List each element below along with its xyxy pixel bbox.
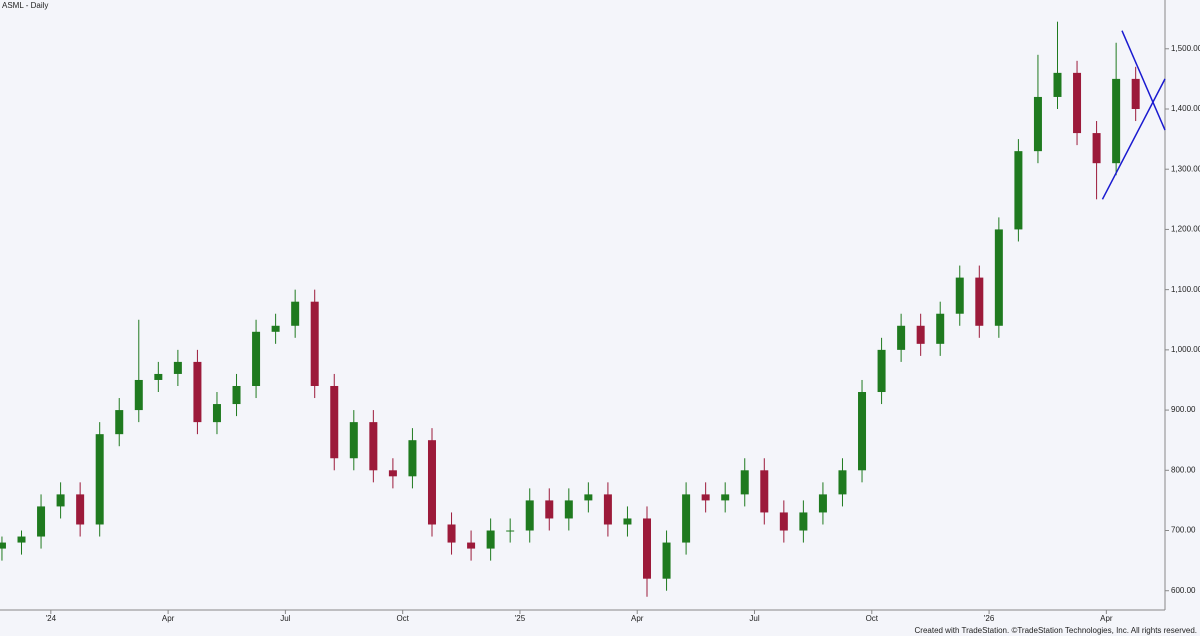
candle-body xyxy=(271,325,280,332)
x-tick-label: Jul xyxy=(749,614,759,623)
x-tick-label: Apr xyxy=(162,614,175,623)
candle-body xyxy=(779,512,788,531)
x-tick-label: Apr xyxy=(631,614,644,623)
candle-body xyxy=(76,494,85,525)
y-tick-label: 1,300.00 xyxy=(1171,164,1200,173)
candle-body xyxy=(740,470,749,495)
candle-body xyxy=(486,530,495,549)
y-tick-label: 1,200.00 xyxy=(1171,225,1200,234)
candle-body xyxy=(701,494,710,501)
candle-body xyxy=(212,404,221,423)
candle-body xyxy=(643,518,652,579)
trendline xyxy=(1121,30,1166,131)
candle-body xyxy=(936,313,945,344)
candle-body xyxy=(858,392,867,471)
y-tick-label: 700.00 xyxy=(1171,526,1196,535)
candle-body xyxy=(1033,96,1042,152)
candle-body xyxy=(1092,133,1101,164)
chart-title: ASML - Daily xyxy=(2,1,48,10)
candle-body xyxy=(310,301,319,386)
candle-body xyxy=(349,422,358,459)
candle-body xyxy=(603,494,612,525)
candle-body xyxy=(994,229,1003,326)
candle-body xyxy=(252,331,261,386)
footer: Created with TradeStation. ©TradeStation… xyxy=(915,626,1198,635)
candle-body xyxy=(1112,78,1121,164)
x-tick-label: Oct xyxy=(866,614,879,623)
candle-body xyxy=(56,494,65,507)
candle-body xyxy=(799,512,808,531)
candle-body xyxy=(447,524,456,543)
x-tick-label: Jul xyxy=(280,614,290,623)
candle-body xyxy=(0,542,6,549)
candle-body xyxy=(173,361,182,374)
candle-body xyxy=(291,301,300,326)
candle-body xyxy=(193,361,202,423)
candle-body xyxy=(721,494,730,501)
candle-body xyxy=(662,542,671,579)
candle-body xyxy=(916,325,925,344)
candle-body xyxy=(134,379,143,411)
x-tick-label: Oct xyxy=(396,614,409,623)
x-tick-label: '26 xyxy=(984,614,995,623)
candle-body xyxy=(975,277,984,326)
candle-body xyxy=(369,422,378,471)
candle-body xyxy=(1131,78,1140,109)
candle-body xyxy=(330,385,339,459)
candle-body xyxy=(388,470,397,477)
candle-body xyxy=(584,494,593,501)
candle-body xyxy=(838,470,847,495)
candle-body xyxy=(1073,72,1082,134)
candle-body xyxy=(525,500,534,531)
candle-body xyxy=(897,325,906,350)
y-tick-label: 600.00 xyxy=(1171,586,1196,595)
y-tick-label: 1,500.00 xyxy=(1171,44,1200,53)
candle-body xyxy=(1014,151,1023,230)
candle-body xyxy=(955,277,964,314)
candle-body xyxy=(623,518,632,525)
y-tick-label: 1,400.00 xyxy=(1171,104,1200,113)
x-tick-label: '25 xyxy=(515,614,526,623)
candle-body xyxy=(115,410,124,435)
candle-body xyxy=(506,530,515,532)
x-tick-label: '24 xyxy=(46,614,57,623)
trendline xyxy=(1101,78,1166,200)
candle-body xyxy=(408,440,417,477)
candle-body xyxy=(95,434,104,525)
y-tick-label: 800.00 xyxy=(1171,465,1196,474)
x-tick-label: Apr xyxy=(1100,614,1113,623)
candle-body xyxy=(760,470,769,513)
candle-body xyxy=(467,542,476,549)
candle-body xyxy=(818,494,827,513)
y-tick-label: 1,000.00 xyxy=(1171,345,1200,354)
candle-body xyxy=(682,494,691,543)
candle-body xyxy=(545,500,554,519)
candle-body xyxy=(427,440,436,525)
candle-body xyxy=(37,506,46,537)
candle-body xyxy=(564,500,573,519)
candle-body xyxy=(877,349,886,393)
candle-body xyxy=(1053,72,1062,97)
y-tick-label: 1,100.00 xyxy=(1171,285,1200,294)
candle-body xyxy=(154,373,163,380)
candle-body xyxy=(17,536,26,543)
y-tick-label: 900.00 xyxy=(1171,405,1196,414)
candle-body xyxy=(232,385,241,405)
